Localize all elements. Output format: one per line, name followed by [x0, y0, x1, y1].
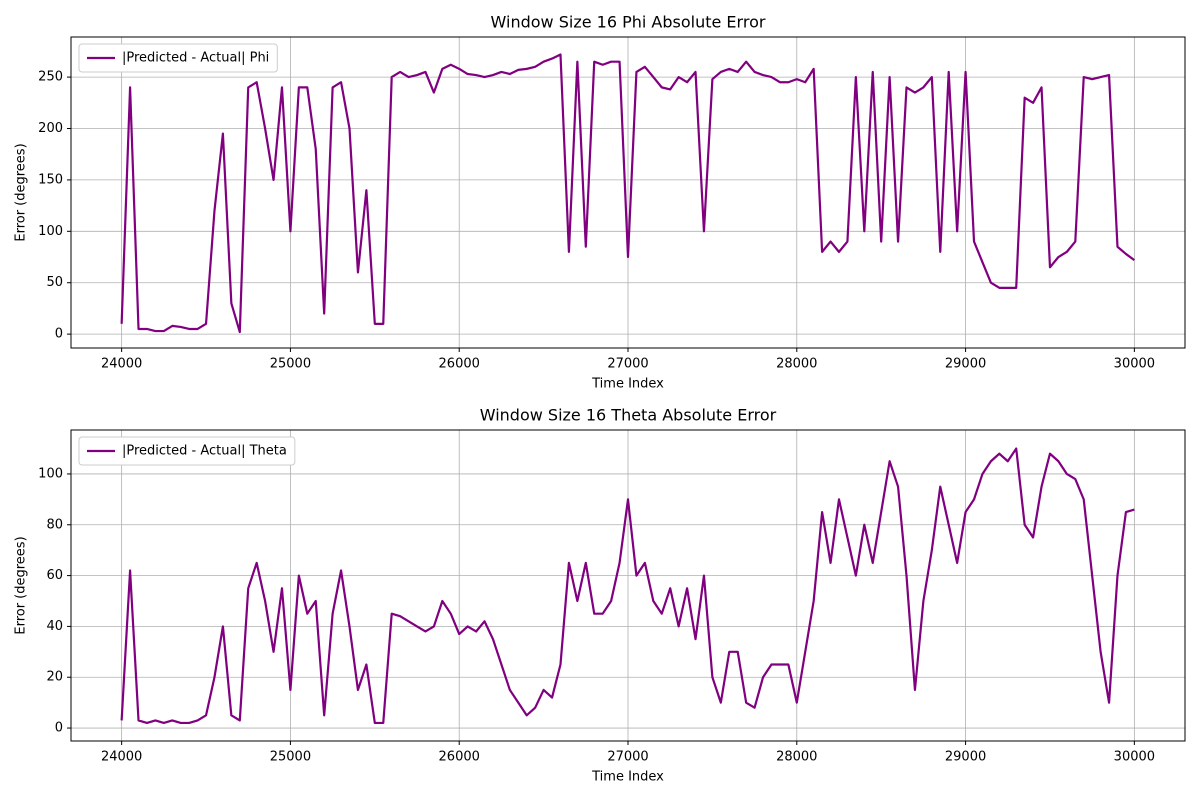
subplot: Window Size 16 Phi Absolute Error Time In… — [14, 13, 1186, 392]
x-tick-label: 27000 — [607, 357, 648, 372]
y-tick-label: 250 — [38, 70, 63, 85]
y-tick-label: 20 — [46, 670, 63, 685]
x-tick-label: 26000 — [439, 750, 480, 765]
x-tick-label: 25000 — [270, 750, 311, 765]
data-line — [120, 447, 1135, 725]
y-tick-label: 40 — [46, 619, 63, 634]
legend-label: |Predicted - Actual| Phi — [122, 51, 269, 66]
y-tick-label: 80 — [46, 517, 63, 532]
x-tick-label: 25000 — [270, 357, 311, 372]
y-tick-label: 0 — [55, 721, 63, 736]
subplot: Window Size 16 Theta Absolute Error Time … — [14, 406, 1186, 785]
x-tick-label: 28000 — [776, 750, 817, 765]
data-line — [120, 53, 1136, 334]
legend: |Predicted - Actual| Theta — [78, 436, 296, 466]
y-tick-label: 100 — [38, 466, 63, 481]
y-tick-label: 60 — [46, 568, 63, 583]
chart-title: Window Size 16 Phi Absolute Error — [491, 13, 766, 32]
y-tick-label: 0 — [55, 327, 63, 342]
legend-frame — [78, 436, 296, 466]
x-tick-label: 24000 — [101, 357, 142, 372]
axes-frame — [70, 429, 1186, 742]
y-axis-label: Error (degrees) — [14, 536, 29, 634]
x-tick-label: 28000 — [776, 357, 817, 372]
x-tick-label: 27000 — [607, 750, 648, 765]
y-axis-label: Error (degrees) — [14, 143, 29, 241]
axes-frame — [70, 36, 1186, 349]
x-axis-label: Time Index — [591, 377, 664, 392]
chart-title: Window Size 16 Theta Absolute Error — [480, 406, 777, 425]
x-tick-label: 24000 — [101, 750, 142, 765]
legend: |Predicted - Actual| Phi — [78, 43, 278, 73]
y-tick-label: 200 — [38, 121, 63, 136]
x-axis-label: Time Index — [591, 770, 664, 785]
y-tick-label: 50 — [46, 275, 63, 290]
legend-frame — [78, 43, 278, 73]
x-tick-label: 30000 — [1114, 357, 1155, 372]
x-tick-label: 29000 — [945, 357, 986, 372]
legend-label: |Predicted - Actual| Theta — [122, 444, 287, 459]
x-tick-label: 26000 — [439, 357, 480, 372]
x-tick-label: 29000 — [945, 750, 986, 765]
y-tick-label: 100 — [38, 224, 63, 239]
y-tick-label: 150 — [38, 172, 63, 187]
x-tick-label: 30000 — [1114, 750, 1155, 765]
